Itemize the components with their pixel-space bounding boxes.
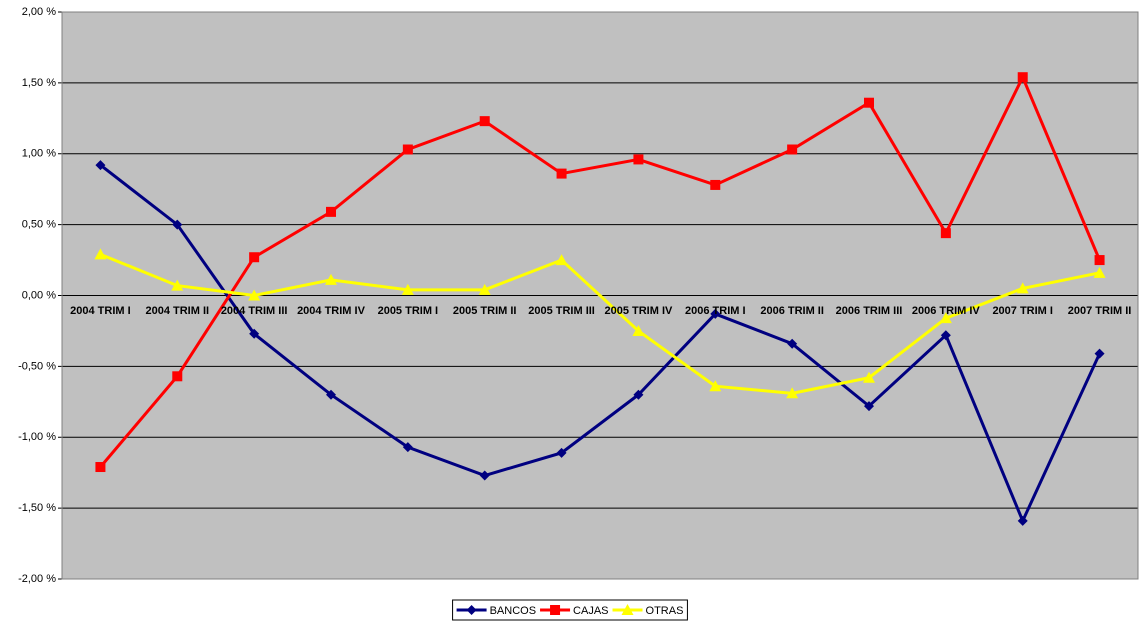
marker [787,338,798,349]
marker [248,289,261,301]
marker [556,168,567,179]
legend-label: CAJAS [573,605,608,617]
marker [863,371,875,383]
marker [249,328,260,339]
marker [478,283,491,295]
x-tick-label: 2006 TRIM IV [911,304,980,317]
y-tick-label: -2,00 % [18,573,56,585]
plot-border [61,11,1139,580]
marker [479,470,490,481]
marker [633,389,644,400]
marker [550,605,561,615]
marker [1094,255,1105,266]
marker [326,206,336,217]
x-tick-label: 2006 TRIM I [685,304,746,317]
legend: BANCOS CAJAS OTRAS [452,599,688,621]
marker [709,380,722,392]
marker [864,97,874,108]
x-tick-label: 2006 TRIM III [835,304,903,317]
marker [864,401,874,412]
marker [710,308,721,319]
y-tick-label: -0,50 % [18,360,56,372]
marker [621,604,634,615]
y-tick-label: 1,00 % [22,148,56,160]
marker [94,248,107,260]
marker [479,116,490,127]
x-tick-label: 2004 TRIM IV [297,304,365,317]
y-tick-label: 0,00 % [22,289,56,301]
series-line [99,163,1101,525]
marker [466,605,477,615]
series-line [99,253,1100,395]
marker [95,160,106,171]
y-tick-label: 2,00 % [22,6,56,18]
marker [95,462,106,473]
marker [1094,348,1105,359]
marker [633,154,644,165]
marker [325,273,337,285]
x-tick-label: 2005 TRIM IV [604,304,673,317]
marker [939,312,952,324]
x-tick-label: 2006 TRIM II [760,304,824,317]
x-tick-label: 2005 TRIM III [528,304,595,317]
x-tick-label: 2005 TRIM I [377,304,439,317]
marker [171,279,184,291]
marker [402,144,413,155]
marker [249,252,260,263]
marker [940,228,951,239]
y-tick-label: -1,00 % [18,431,56,443]
marker [556,447,567,458]
y-tick-label: 0,50 % [22,219,56,231]
y-tick-label: -1,50 % [18,502,56,514]
marker [787,144,798,155]
marker [1017,72,1028,83]
x-tick-label: 2004 TRIM II [145,304,210,317]
marker [632,324,645,336]
marker [1093,266,1106,278]
marker [710,179,721,190]
y-tick-label: 1,50 % [22,77,56,89]
marker [326,389,336,400]
marker [940,330,951,341]
series-line [99,73,1101,468]
marker [555,254,568,266]
marker [172,219,183,230]
legend-label: OTRAS [646,605,684,617]
marker [401,283,414,295]
marker [172,371,183,382]
x-tick-label: 2004 TRIM I [70,304,131,317]
marker [786,387,799,399]
marker [1016,282,1029,294]
x-tick-label: 2004 TRIM III [220,304,288,317]
marker [1017,515,1028,526]
x-tick-label: 2007 TRIM II [1067,304,1132,317]
marker [402,442,413,453]
legend-label: BANCOS [490,605,536,617]
x-tick-label: 2007 TRIM I [992,304,1053,317]
x-tick-label: 2005 TRIM II [452,304,517,317]
